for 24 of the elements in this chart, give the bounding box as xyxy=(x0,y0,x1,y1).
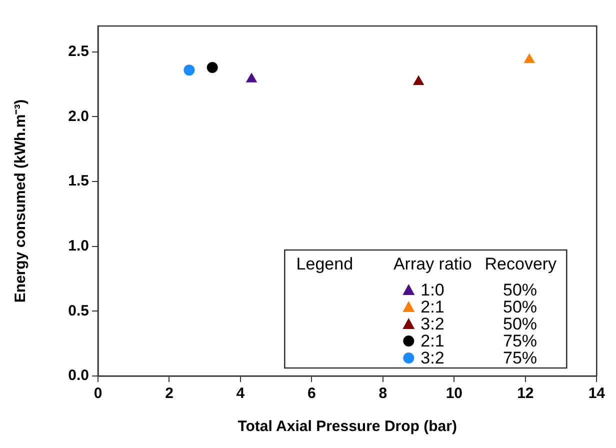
legend-label: 1:0 50% xyxy=(420,280,538,300)
y-tick-label: 2.0 xyxy=(68,108,89,125)
legend-label: 2:1 75% xyxy=(420,332,538,351)
x-tick-label: 12 xyxy=(517,385,534,402)
x-tick-label: 8 xyxy=(378,385,388,402)
x-tick-label: 2 xyxy=(165,385,174,402)
annotation: Array ratio xyxy=(393,254,472,274)
x-tick-label: 0 xyxy=(94,385,102,402)
y-tick-label: 1.5 xyxy=(68,172,89,190)
annotation: Recovery xyxy=(484,254,558,274)
x-axis-title: Total Axial Pressure Drop (bar) xyxy=(238,418,457,436)
legend-label: 3:2 50% xyxy=(420,314,538,334)
y-tick-label: 1.0 xyxy=(68,238,89,255)
legend-label: 3:2 75% xyxy=(420,348,538,368)
y-axis-title: Energy consumed (kWh.m⁻³) xyxy=(12,99,30,303)
x-tick-label: 6 xyxy=(308,385,316,402)
y-tick-label: 2.5 xyxy=(68,43,89,60)
legend-label: 2:1 50% xyxy=(420,298,538,317)
x-tick-label: 14 xyxy=(588,385,606,402)
x-tick-label: 4 xyxy=(236,385,246,402)
y-tick-label: 0.0 xyxy=(68,367,89,384)
legend-title: Legend xyxy=(296,254,354,274)
y-tick-label: 0.5 xyxy=(68,302,89,320)
x-tick-label: 10 xyxy=(446,385,463,402)
